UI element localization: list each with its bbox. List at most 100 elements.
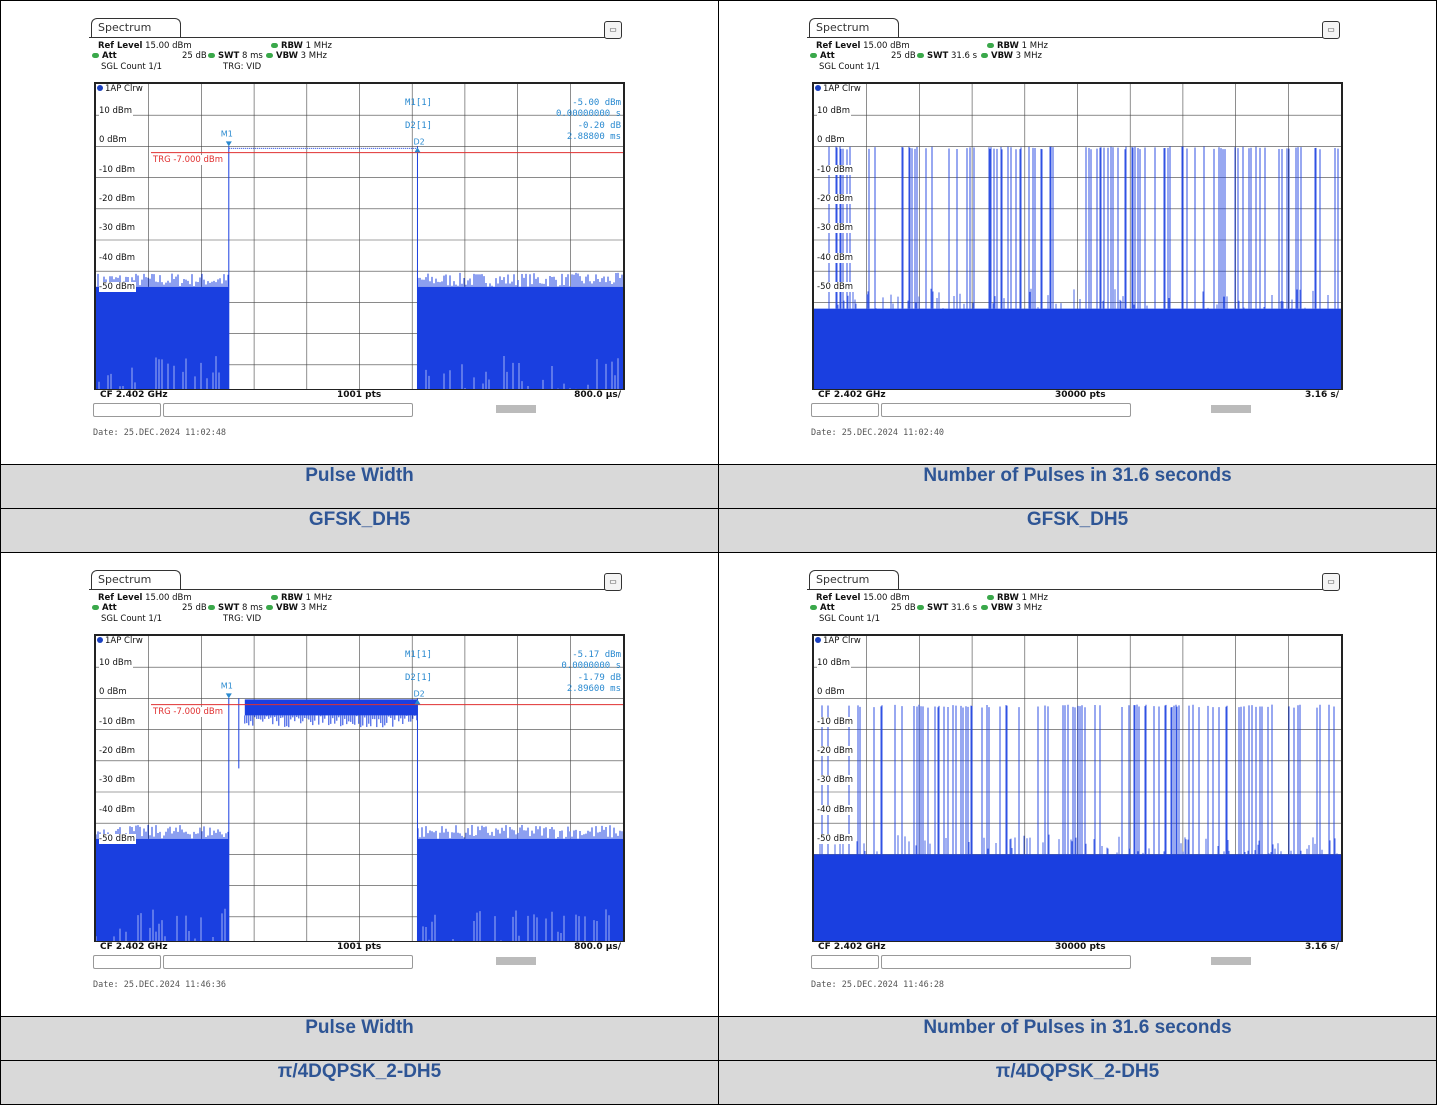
- capture-date: Date: 25.DEC.2024 11:02:48: [93, 428, 227, 438]
- trace-indicator-icon: [815, 85, 821, 91]
- marker-m1-tag: M1: [221, 129, 233, 138]
- trace-indicator-icon: [815, 637, 821, 643]
- battery-icon: ▭: [604, 21, 622, 39]
- marker-m1-icon: [225, 693, 232, 699]
- y-tick-label: -40 dBm: [817, 804, 855, 815]
- trigger-source: TRG: VID: [223, 614, 262, 624]
- screenshot-cell: Spectrum ▭ Ref Level 15.00 dBm RBW 1 MHz Att…: [718, 552, 1437, 1017]
- caption-mode: π/4DQPSK_2-DH5: [277, 1061, 442, 1082]
- ref-level-value: 15.00 dBm: [863, 593, 910, 603]
- y-tick-label: -10 dBm: [817, 716, 855, 727]
- marker-d2-icon: [414, 699, 421, 705]
- status-field: [811, 403, 879, 417]
- ref-level-row: Ref Level 15.00 dBm: [98, 41, 192, 51]
- marker-m1-tag: M1: [221, 681, 233, 690]
- battery-icon: ▭: [1322, 21, 1340, 39]
- y-tick-label: -40 dBm: [817, 252, 855, 263]
- progress-indicator: [1211, 405, 1251, 413]
- center-frequency: CF 2.402 GHz: [100, 942, 168, 952]
- marker-d2-time: 2.89600 ms: [566, 684, 621, 694]
- marker-d2-tag: D2: [413, 689, 424, 698]
- time-per-division: 3.16 s/: [1305, 390, 1339, 400]
- time-per-division: 800.0 µs/: [574, 942, 621, 952]
- rbw-label: RBW: [281, 41, 303, 51]
- caption-cell: Number of Pulses in 31.6 seconds: [718, 1016, 1437, 1061]
- plot-area[interactable]: M1 D2 1AP Clrw 10 dBm 0 dBm -10 dBm -20 dBm -30…: [94, 82, 625, 398]
- y-tick-label: 10 dBm: [99, 658, 134, 668]
- spectrum-tab[interactable]: Spectrum: [91, 570, 181, 590]
- y-tick-label: 10 dBm: [817, 658, 852, 668]
- marker-m1-value: -5.17 dBm: [572, 650, 621, 660]
- center-frequency: CF 2.402 GHz: [818, 390, 886, 400]
- y-tick-label: -10 dBm: [99, 164, 137, 175]
- progress-indicator: [1211, 957, 1251, 965]
- vbw-row: VBW 3 MHz: [266, 51, 327, 61]
- ref-level-value: 15.00 dBm: [863, 41, 910, 51]
- vbw-label: VBW: [991, 603, 1013, 613]
- plot-area[interactable]: 1AP Clrw 10 dBm 0 dBm -10 dBm -20 dBm -30 dBm…: [812, 82, 1343, 398]
- trace-label: 1AP Clrw: [97, 84, 143, 94]
- marker-d2-time: 2.88800 ms: [566, 132, 621, 142]
- y-tick-label: -20 dBm: [99, 745, 137, 756]
- time-per-division: 3.16 s/: [1305, 942, 1339, 952]
- noise-floor-right: [417, 286, 623, 396]
- trace-svg: [814, 636, 1341, 948]
- swt-value: 31.6 s: [951, 603, 978, 613]
- rbw-value: 1 MHz: [305, 41, 332, 51]
- y-tick-label: -20 dBm: [817, 745, 855, 756]
- swt-row: SWT 31.6 s: [917, 603, 977, 613]
- y-tick-label: -20 dBm: [817, 193, 855, 204]
- caption-cell: GFSK_DH5: [0, 508, 719, 553]
- swt-value: 8 ms: [242, 51, 263, 61]
- progress-indicator: [496, 405, 536, 413]
- ref-level-row: Ref Level 15.00 dBm: [98, 593, 192, 603]
- caption-mode: GFSK_DH5: [1026, 509, 1129, 530]
- att-row: Att: [810, 51, 835, 61]
- noise-floor-left: [96, 838, 229, 948]
- ref-level-row: Ref Level 15.00 dBm: [816, 593, 910, 603]
- plot-area[interactable]: 1AP Clrw 10 dBm 0 dBm -10 dBm -20 dBm -30 dBm…: [812, 634, 1343, 950]
- y-tick-label: -20 dBm: [99, 193, 137, 204]
- att-value: 25 dB: [182, 603, 207, 613]
- status-field: [163, 955, 413, 969]
- trace-mode: 1AP Clrw: [823, 636, 861, 646]
- pulse-on-band: [244, 699, 418, 716]
- trigger-level-label: TRG -7.000 dBm: [153, 155, 223, 165]
- rbw-label: RBW: [997, 41, 1019, 51]
- trace-svg: M1 D2: [96, 636, 623, 948]
- ref-level-label: Ref Level: [98, 593, 143, 603]
- att-value: 25 dB: [182, 51, 207, 61]
- ref-level-label: Ref Level: [816, 593, 861, 603]
- capture-date: Date: 25.DEC.2024 11:46:36: [93, 980, 227, 990]
- sweep-points: 1001 pts: [337, 390, 382, 400]
- caption-mode: π/4DQPSK_2-DH5: [995, 1061, 1160, 1082]
- status-field: [881, 955, 1131, 969]
- caption-title: Pulse Width: [305, 465, 414, 486]
- ref-level-value: 15.00 dBm: [145, 41, 192, 51]
- rbw-value: 1 MHz: [1021, 41, 1048, 51]
- plot-area[interactable]: M1 D2 1AP Clrw 10 dBm 0 dBm -10 dBm -20 dBm -30…: [94, 634, 625, 950]
- swt-row: SWT 8 ms: [208, 603, 263, 613]
- spectrum-tab[interactable]: Spectrum: [91, 18, 181, 38]
- sgl-count: SGL Count 1/1: [819, 62, 881, 72]
- y-tick-label: -50 dBm: [817, 833, 855, 844]
- sweep-points: 30000 pts: [1055, 942, 1106, 952]
- rbw-label: RBW: [281, 593, 303, 603]
- trace-label: 1AP Clrw: [815, 84, 861, 94]
- plot-footer: CF 2.402 GHz 30000 pts 3.16 s/: [812, 389, 1343, 401]
- spectrum-tab[interactable]: Spectrum: [809, 570, 899, 590]
- rbw-row: RBW 1 MHz: [271, 593, 332, 603]
- att-label: Att: [102, 51, 117, 61]
- marker-d2-icon: [414, 147, 421, 153]
- rbw-value: 1 MHz: [1021, 593, 1048, 603]
- spectrum-tab[interactable]: Spectrum: [809, 18, 899, 38]
- screenshot-cell: Spectrum ▭ Ref Level 15.00 dBm RBW 1 MHz Att…: [718, 0, 1437, 465]
- vbw-value: 3 MHz: [300, 51, 327, 61]
- att-row: Att: [810, 603, 835, 613]
- screenshot-cell: Spectrum ▭ Ref Level 15.00 dBm RBW 1 MHz Att…: [0, 552, 719, 1017]
- trigger-source: TRG: VID: [223, 62, 262, 72]
- y-tick-label: -30 dBm: [817, 223, 855, 234]
- analyzer-screen: Spectrum ▭ Ref Level 15.00 dBm RBW 1 MHz Att…: [719, 1, 1436, 464]
- y-tick-label: 0 dBm: [99, 687, 128, 698]
